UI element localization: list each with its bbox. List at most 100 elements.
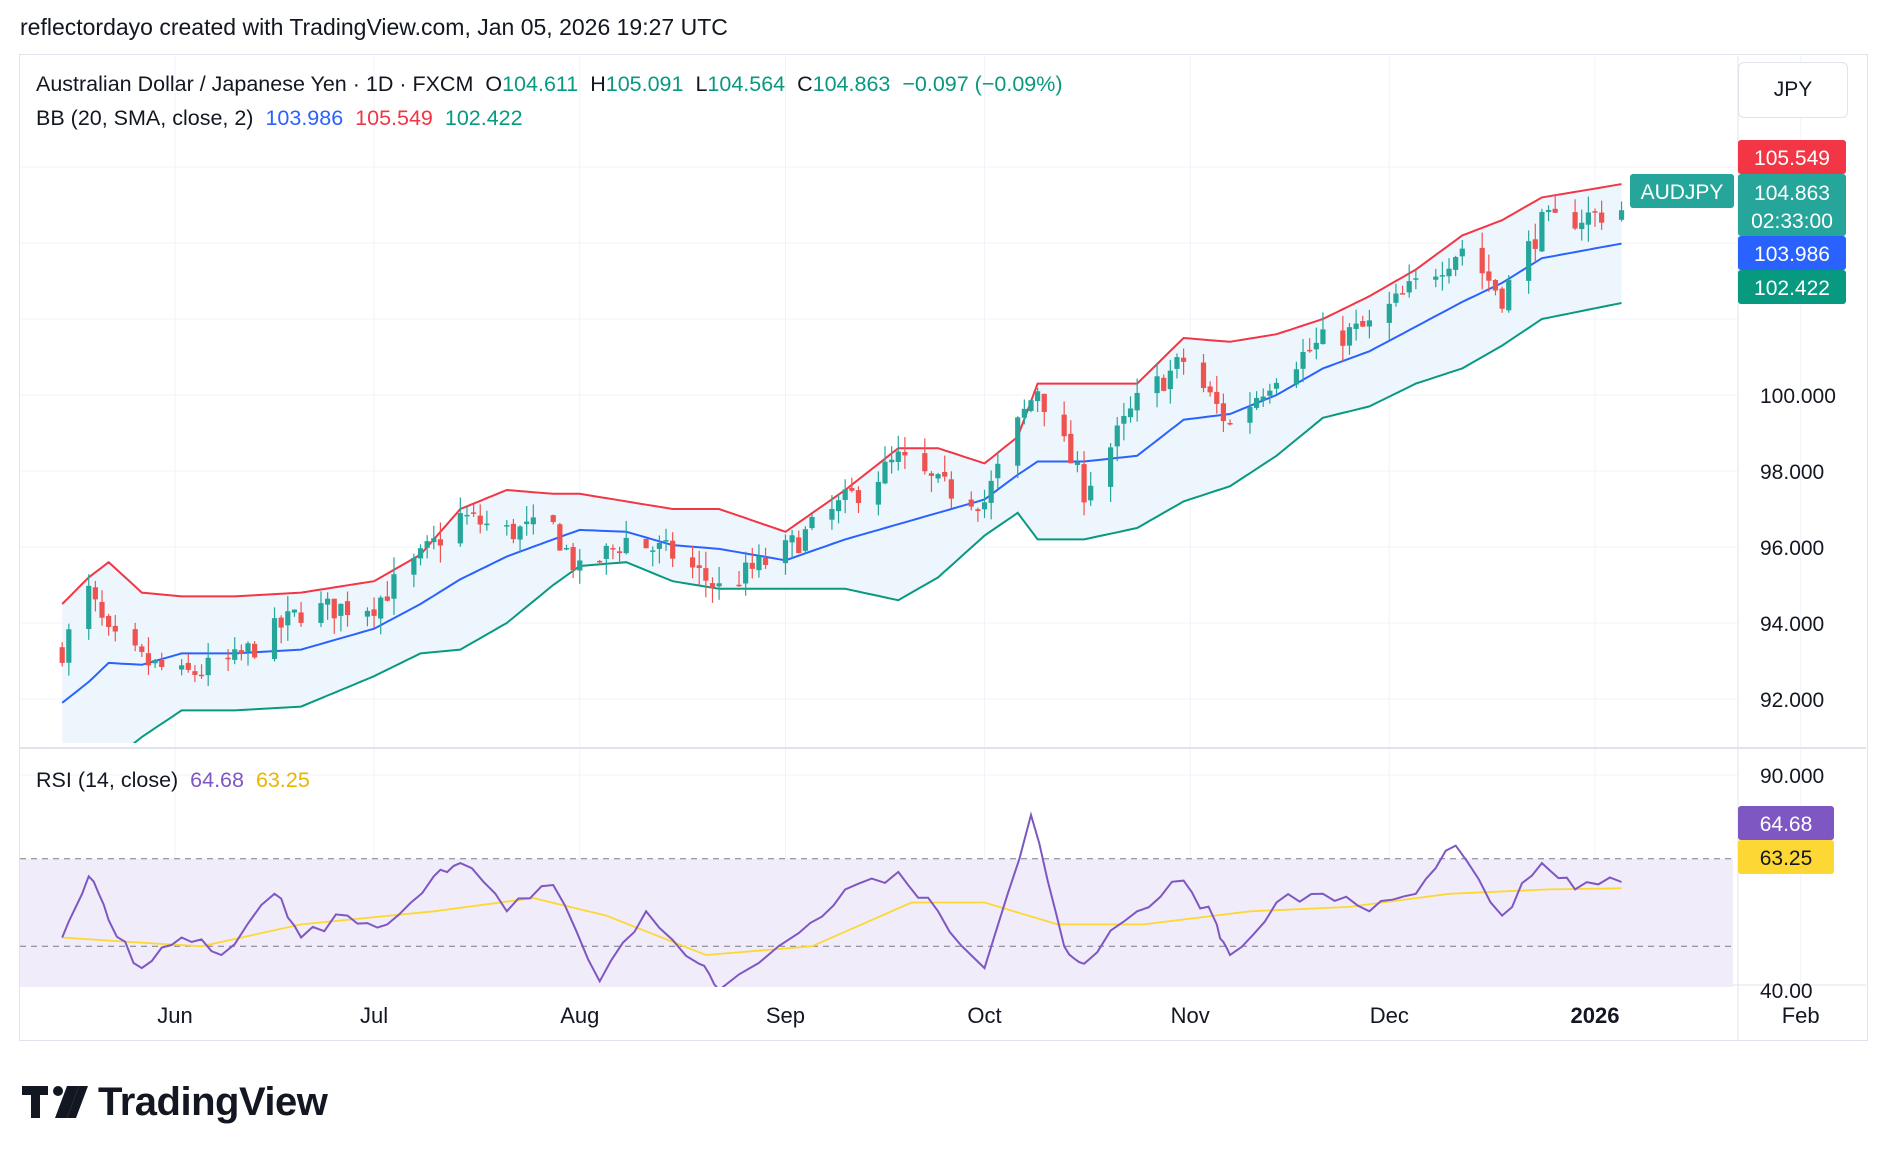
candle-body [530,517,536,525]
candle-body [159,659,165,667]
rsi-value-badge: 64.68 [1760,813,1813,836]
bb-label[interactable]: BB (20, SMA, close, 2) [36,106,254,130]
candle-body [802,529,808,551]
candle-body [232,649,238,660]
candle-body [616,551,623,554]
bb-basis-value: 103.986 [265,106,344,130]
high-value: 105.091 [605,72,684,96]
candle-body [1108,447,1114,487]
candle-body [338,603,344,616]
candle-body [1200,362,1207,389]
last-price-badge-bg [1738,174,1846,236]
candle-body [185,662,191,670]
candle-body [1273,382,1280,389]
candle-body [1499,288,1505,309]
bb-lower-line [132,302,1622,743]
candle-body [318,603,324,623]
candle-body [1114,425,1120,447]
candle-body [477,515,483,525]
rsi-value-badge-bg [1738,806,1834,840]
symbol-badge-bg [1630,174,1734,208]
candle-body [1526,241,1532,281]
tradingview-wordmark: TradingView [98,1080,328,1124]
candle-body [1021,408,1027,418]
candle-body [1227,422,1233,425]
candle-body [99,601,105,618]
chart-header: reflectordayo created with TradingView.c… [20,14,728,40]
candle-body [1207,386,1213,393]
candle-body [1320,329,1326,345]
rsi-line [61,811,1622,987]
candle-body [1041,393,1047,413]
currency-selector[interactable]: JPY [1738,62,1848,118]
candle-body [835,500,842,512]
time-axis-label: Sep [766,1003,805,1028]
candle-body [278,617,284,628]
candle-body [517,526,523,540]
candle-body [225,657,231,660]
candle-body [577,560,583,571]
candle-body [152,659,158,664]
candle-body [1366,320,1372,327]
candle-body [1572,212,1578,229]
candle-body [364,610,371,617]
candle-body [703,568,709,581]
candle-body [145,653,152,666]
bb-basis-badge: 103.986 [1754,243,1830,266]
candlestick-series [59,195,1625,687]
candle-body [391,574,397,599]
candle-body [298,612,304,623]
price-axis-label: 90.000 [1760,765,1824,788]
price-axis-label: 98.000 [1760,461,1824,484]
candle-body [325,598,331,605]
candle-body [1015,417,1021,466]
ohlc-legend: Australian Dollar / Japanese Yen · 1D · … [36,72,1069,97]
candle-body [484,523,490,526]
candle-body [66,629,72,663]
candle-body [1346,327,1353,346]
bb-legend: BB (20, SMA, close, 2) 103.986 105.549 1… [36,106,529,131]
candle-body [1413,278,1419,280]
candle-body [344,601,351,616]
candle-body [411,557,417,575]
candle-body [86,585,92,630]
candle-body [988,480,994,503]
candle-body [192,671,198,675]
candle-body [1247,407,1253,423]
candle-body [59,647,65,663]
candle-body [1506,279,1512,311]
rsi-ma-badge-bg [1738,840,1834,874]
candle-body [1393,293,1399,303]
candle-body [875,481,881,505]
candle-body [935,474,941,479]
price-axis-label: 96.000 [1760,537,1824,560]
candle-body [1174,357,1180,369]
candle-body [1253,397,1260,408]
candle-body [1028,400,1034,411]
candle-body [1300,351,1306,369]
candle-body [1121,415,1127,424]
price-axis-label: 100.000 [1760,385,1836,408]
candle-body [1353,323,1359,329]
candle-body [139,646,145,653]
candle-body [1360,321,1366,327]
rsi-ma-line [62,887,1622,956]
candle-body [1220,403,1227,422]
bb-upper-badge-bg [1738,140,1846,174]
rsi-label[interactable]: RSI (14, close) [36,768,179,792]
bb-upper-line [61,183,1622,605]
time-axis-label: Oct [967,1003,1001,1028]
candle-body [1074,462,1081,465]
candle-body [603,545,609,559]
time-axis-label: Jul [360,1003,388,1028]
symbol-title[interactable]: Australian Dollar / Japanese Yen · 1D · … [36,72,474,96]
candle-body [889,459,895,463]
candle-body [285,611,291,626]
candle-body [1134,392,1140,411]
candle-body [550,515,556,523]
candle-body [842,489,848,500]
candle-body [1214,392,1220,404]
time-axis-label: Jun [157,1003,192,1028]
candle-body [563,548,570,550]
